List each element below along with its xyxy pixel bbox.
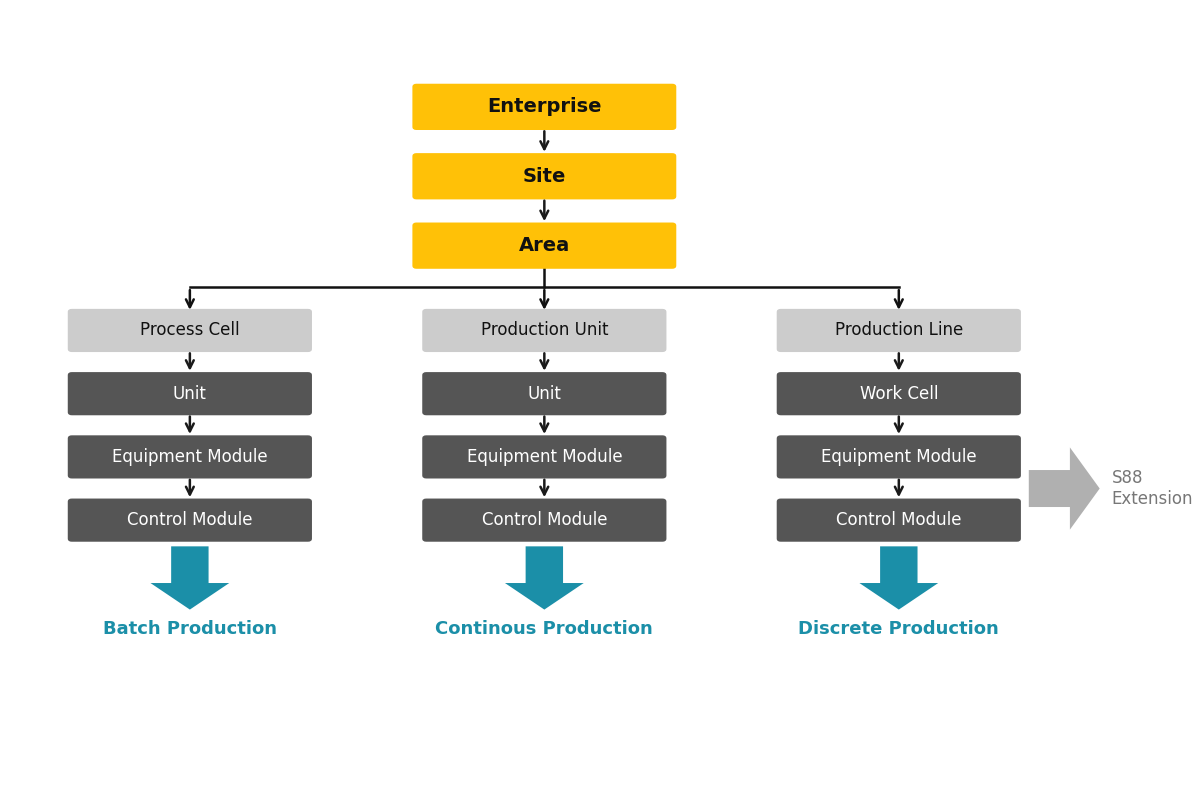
FancyBboxPatch shape: [413, 153, 677, 200]
FancyBboxPatch shape: [776, 372, 1021, 415]
FancyBboxPatch shape: [413, 84, 677, 130]
FancyBboxPatch shape: [776, 498, 1021, 542]
Text: S88
Extension: S88 Extension: [1111, 469, 1193, 508]
FancyBboxPatch shape: [422, 498, 666, 542]
Text: Control Module: Control Module: [481, 511, 607, 529]
FancyBboxPatch shape: [422, 436, 666, 478]
Text: Continous Production: Continous Production: [436, 620, 653, 638]
Text: Control Module: Control Module: [836, 511, 961, 529]
FancyBboxPatch shape: [67, 372, 312, 415]
Text: Unit: Unit: [173, 385, 206, 402]
Text: Equipment Module: Equipment Module: [467, 448, 622, 466]
FancyBboxPatch shape: [776, 309, 1021, 352]
Text: Area: Area: [518, 236, 570, 255]
FancyBboxPatch shape: [776, 436, 1021, 478]
Text: Unit: Unit: [528, 385, 562, 402]
Text: Batch Production: Batch Production: [103, 620, 277, 638]
Polygon shape: [505, 546, 583, 610]
Text: Discrete Production: Discrete Production: [798, 620, 1000, 638]
Text: Production Unit: Production Unit: [480, 322, 608, 340]
FancyBboxPatch shape: [67, 309, 312, 352]
Text: Equipment Module: Equipment Module: [821, 448, 977, 466]
Text: Control Module: Control Module: [127, 511, 253, 529]
FancyBboxPatch shape: [422, 372, 666, 415]
FancyBboxPatch shape: [67, 436, 312, 478]
Text: Process Cell: Process Cell: [140, 322, 240, 340]
Text: Work Cell: Work Cell: [859, 385, 938, 402]
FancyBboxPatch shape: [67, 498, 312, 542]
Polygon shape: [1028, 447, 1099, 530]
Polygon shape: [150, 546, 229, 610]
FancyBboxPatch shape: [422, 309, 666, 352]
Text: Production Line: Production Line: [835, 322, 962, 340]
Polygon shape: [859, 546, 938, 610]
Text: Site: Site: [523, 167, 566, 186]
Text: Enterprise: Enterprise: [487, 97, 601, 116]
FancyBboxPatch shape: [413, 223, 677, 268]
Text: Equipment Module: Equipment Module: [112, 448, 268, 466]
